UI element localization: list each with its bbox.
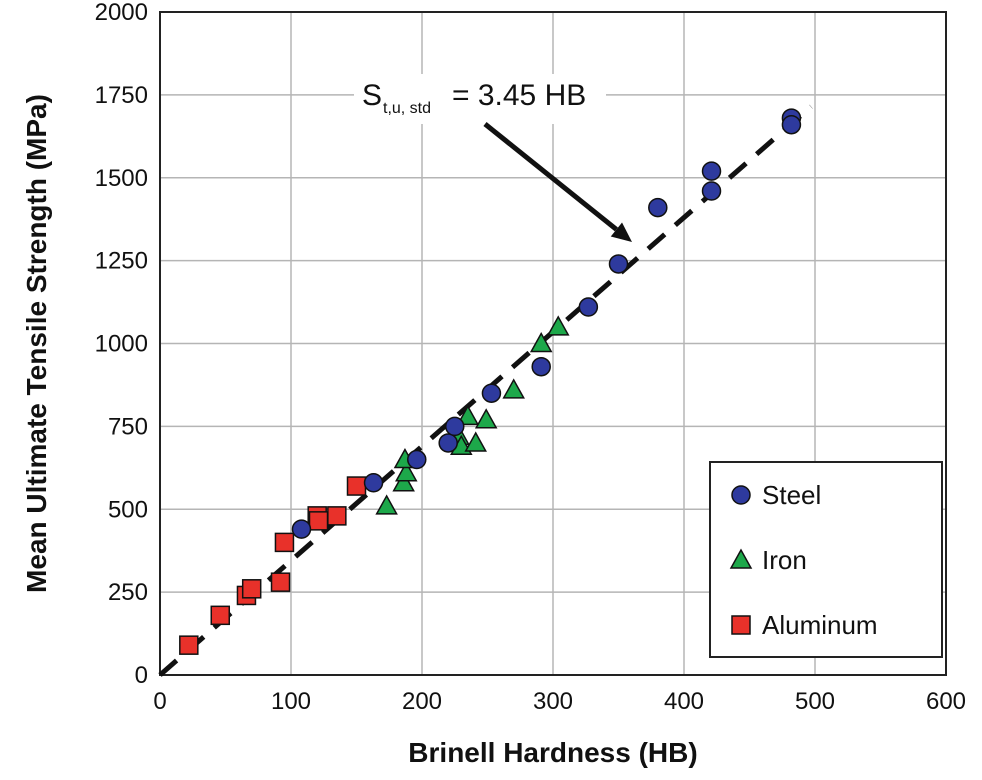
- y-tick-label: 250: [108, 579, 148, 606]
- y-tick-label: 1750: [95, 82, 148, 109]
- y-tick-labels: 0 250 500 750 1000 1250 1500 1750 2000: [95, 0, 148, 689]
- legend: Steel Iron Aluminum: [709, 461, 943, 658]
- legend-iron-marker: [729, 548, 753, 569]
- x-axis-title: Brinell Hardness (HB): [408, 737, 697, 768]
- aluminum-point: [179, 635, 199, 655]
- equation-subscript: t,u, std: [383, 100, 431, 117]
- iron-point: [392, 471, 415, 492]
- legend-steel-marker: [731, 485, 751, 505]
- legend-steel-label: Steel: [762, 480, 821, 510]
- y-tick-label: 1500: [95, 165, 148, 192]
- steel-point: [608, 254, 629, 274]
- steel-point: [291, 519, 312, 539]
- steel-point: [438, 433, 458, 453]
- steel-point: [445, 416, 465, 437]
- x-tick-label: 400: [664, 688, 704, 715]
- aluminum-point: [274, 532, 295, 553]
- aluminum-point: [270, 572, 291, 592]
- y-axis-title: Mean Ultimate Tensile Strength (MPa): [21, 94, 52, 593]
- steel-point: [481, 383, 502, 403]
- x-tick-label: 300: [533, 688, 573, 715]
- equation-background: [354, 74, 606, 124]
- equation-label: S: [362, 79, 382, 112]
- x-tick-labels: 0 100 200 300 400 500 600: [153, 688, 966, 715]
- y-tick-label: 1000: [95, 331, 148, 358]
- equation-annotation: S t,u, std = 3.45 HB: [354, 74, 632, 242]
- x-tick-label: 200: [402, 688, 442, 715]
- aluminum-point: [210, 605, 231, 626]
- equation-arrow: [483, 122, 618, 232]
- steel-point: [363, 472, 384, 493]
- iron-point: [474, 408, 498, 429]
- legend-iron-label: Iron: [762, 545, 807, 575]
- steel-point: [648, 197, 668, 218]
- data-points: [179, 108, 802, 655]
- iron-point: [546, 315, 570, 336]
- steel-point: [701, 181, 722, 201]
- y-tick-label: 2000: [95, 0, 148, 26]
- x-tick-label: 0: [153, 688, 166, 715]
- y-tick-label: 0: [135, 662, 148, 689]
- equation-arrowhead: [610, 222, 632, 242]
- y-tick-label: 1250: [95, 248, 148, 275]
- legend-aluminum-marker: [731, 615, 751, 635]
- plot-frame: [159, 11, 947, 676]
- aluminum-point: [327, 506, 347, 526]
- steel-point: [578, 297, 599, 317]
- y-tick-label: 750: [108, 413, 148, 440]
- iron-point: [375, 494, 398, 515]
- aluminum-point: [308, 511, 329, 531]
- equation-rhs: = 3.45 HB: [452, 79, 586, 112]
- iron-point: [464, 431, 487, 452]
- iron-point: [502, 378, 525, 399]
- x-tick-label: 600: [926, 688, 966, 715]
- iron-point: [456, 404, 480, 426]
- steel-point: [531, 356, 551, 377]
- steel-point: [781, 114, 802, 135]
- iron-point: [529, 331, 553, 353]
- iron-point: [395, 461, 418, 482]
- x-tick-label: 500: [795, 688, 835, 715]
- legend-aluminum-label: Aluminum: [762, 610, 878, 640]
- aluminum-point: [346, 476, 367, 496]
- steel-point: [407, 449, 427, 470]
- y-tick-label: 500: [108, 496, 148, 523]
- steel-point: [701, 161, 722, 181]
- aluminum-point: [241, 579, 262, 599]
- x-tick-label: 100: [271, 688, 311, 715]
